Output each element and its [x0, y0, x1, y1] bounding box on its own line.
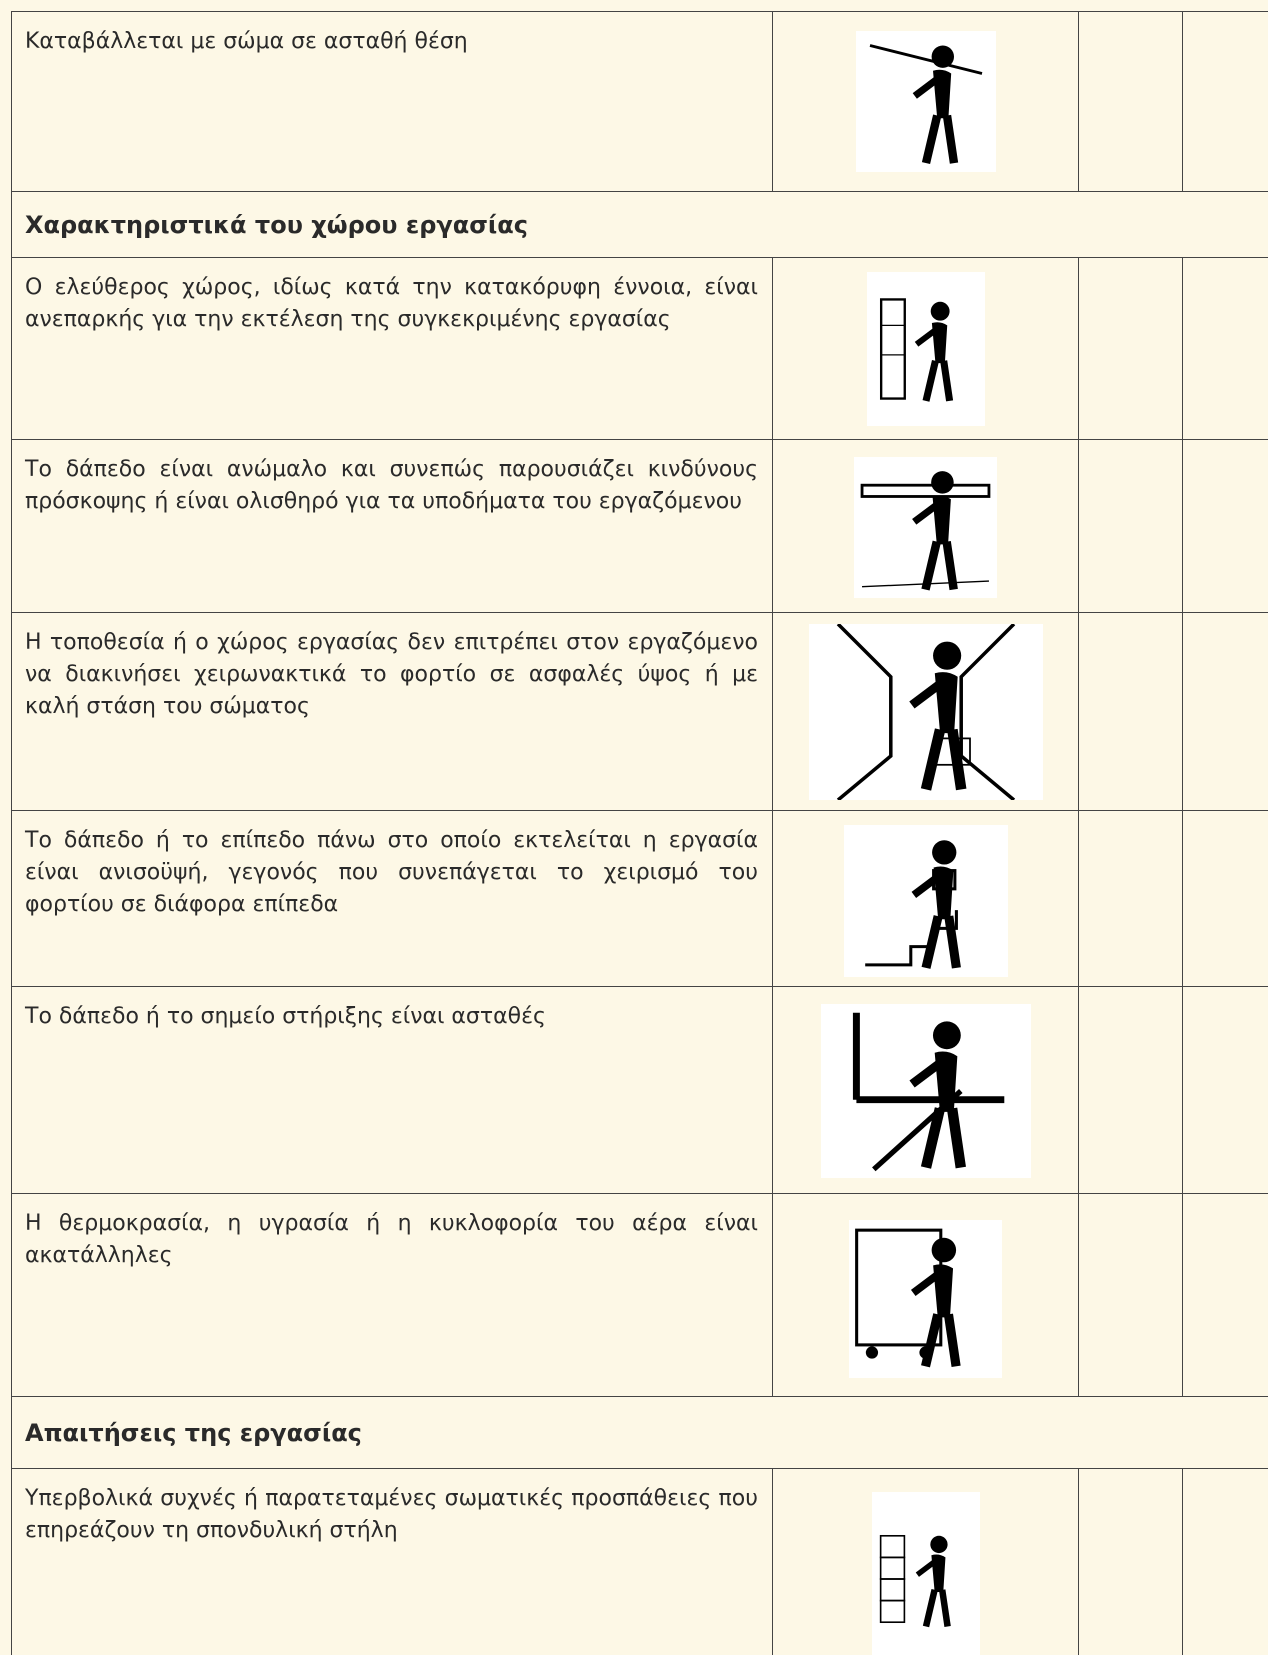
- answer-cell: [1078, 1468, 1183, 1655]
- criterion-text: Ο ελεύθερος χώρος, ιδίως κατά την κατακό…: [11, 257, 773, 440]
- answer-cell: [1078, 810, 1183, 987]
- illustration: [843, 825, 1008, 977]
- table-row: Η τοποθεσία ή ο χώρος εργασίας δεν επιτρ…: [11, 612, 1268, 811]
- answer-cell: [1078, 11, 1183, 192]
- illustration-cell: [772, 1468, 1079, 1655]
- answer-cell: [1182, 257, 1268, 440]
- answer-cell: [1182, 612, 1268, 811]
- illustration: [871, 1492, 980, 1655]
- criterion-text: Η τοποθεσία ή ο χώρος εργασίας δεν επιτρ…: [11, 612, 773, 811]
- checklist-table: Καταβάλλεται με σώμα σε ασταθή θέση Χαρακ…: [11, 11, 1268, 1655]
- answer-cell: [1182, 1468, 1268, 1655]
- answer-cell: [1182, 1193, 1268, 1397]
- answer-cell: [1078, 986, 1183, 1194]
- criterion-text: Το δάπεδο ή το σημείο στήριξης είναι αστ…: [11, 986, 773, 1194]
- criterion-text: Το δάπεδο είναι ανώμαλο και συνεπώς παρο…: [11, 439, 773, 613]
- illustration: [866, 272, 985, 426]
- answer-cell: [1182, 439, 1268, 613]
- illustration-cell: [772, 439, 1079, 613]
- criterion-text: Η θερμοκρασία, η υγρασία ή η κυκλοφορία …: [11, 1193, 773, 1397]
- table-row: Ο ελεύθερος χώρος, ιδίως κατά την κατακό…: [11, 257, 1268, 440]
- table-row: Το δάπεδο ή το σημείο στήριξης είναι αστ…: [11, 986, 1268, 1194]
- illustration: [849, 1220, 1002, 1378]
- illustration: [855, 31, 996, 172]
- illustration-cell: [772, 986, 1079, 1194]
- answer-cell: [1182, 986, 1268, 1194]
- answer-cell: [1078, 612, 1183, 811]
- illustration-cell: [772, 257, 1079, 440]
- criterion-text: Υπερβολικά συχνές ή παρατεταμένες σωματι…: [11, 1468, 773, 1655]
- answer-cell: [1078, 1193, 1183, 1397]
- illustration-cell: [772, 11, 1079, 192]
- table-wrap: Καταβάλλεται με σώμα σε ασταθή θέση Χαρακ…: [11, 11, 1268, 1655]
- illustration-cell: [772, 612, 1079, 811]
- criterion-text: Το δάπεδο ή το επίπεδο πάνω στο οποίο εκ…: [11, 810, 773, 987]
- table-row: Υπερβολικά συχνές ή παρατεταμένες σωματι…: [11, 1468, 1268, 1655]
- answer-cell: [1078, 257, 1183, 440]
- section-heading: Χαρακτηριστικά του χώρου εργασίας: [11, 191, 1268, 258]
- table-row: Το δάπεδο ή το επίπεδο πάνω στο οποίο εκ…: [11, 810, 1268, 987]
- illustration-cell: [772, 810, 1079, 987]
- table-row: Η θερμοκρασία, η υγρασία ή η κυκλοφορία …: [11, 1193, 1268, 1397]
- answer-cell: [1182, 11, 1268, 192]
- answer-cell: [1078, 439, 1183, 613]
- section-heading: Απαιτήσεις της εργασίας: [11, 1396, 1268, 1469]
- illustration: [820, 1004, 1031, 1178]
- illustration: [854, 457, 997, 598]
- criterion-text: Καταβάλλεται με σώμα σε ασταθή θέση: [11, 11, 773, 192]
- table-row: Απαιτήσεις της εργασίας: [11, 1396, 1268, 1469]
- answer-cell: [1182, 810, 1268, 987]
- illustration: [808, 624, 1043, 800]
- table-row: Το δάπεδο είναι ανώμαλο και συνεπώς παρο…: [11, 439, 1268, 613]
- table-row: Χαρακτηριστικά του χώρου εργασίας: [11, 191, 1268, 258]
- table-row: Καταβάλλεται με σώμα σε ασταθή θέση: [11, 11, 1268, 192]
- illustration-cell: [772, 1193, 1079, 1397]
